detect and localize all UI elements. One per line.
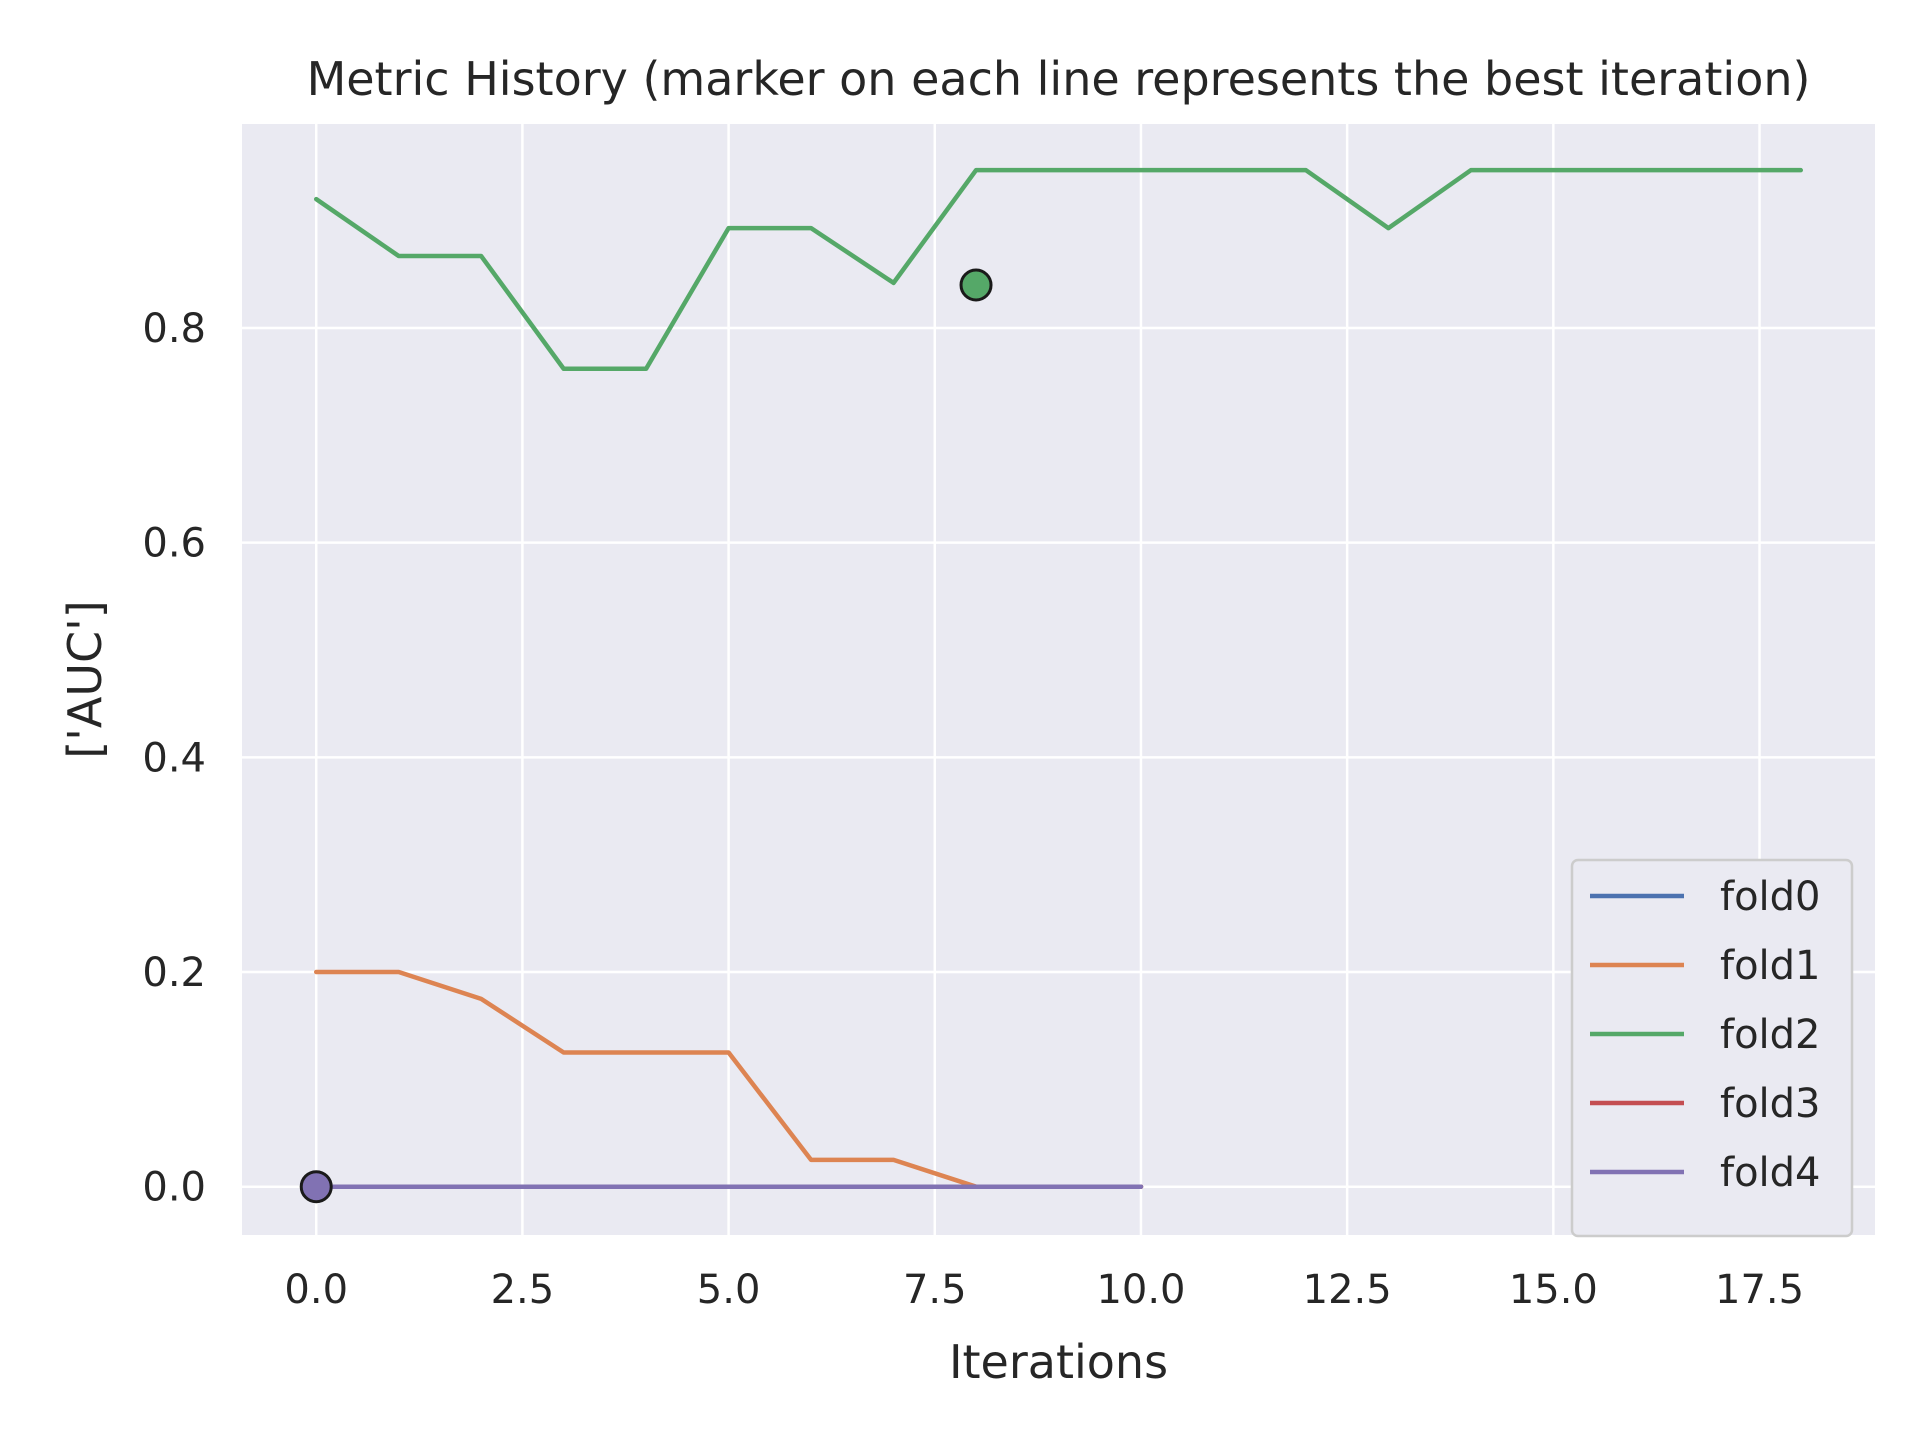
chart-title: Metric History (marker on each line repr…: [307, 52, 1811, 106]
y-tick-label: 0.0: [142, 1165, 206, 1211]
x-tick-label: 5.0: [697, 1267, 761, 1313]
legend-label-fold3: fold3: [1720, 1081, 1821, 1127]
x-tick-label: 7.5: [903, 1267, 967, 1313]
legend-label-fold0: fold0: [1720, 874, 1821, 920]
x-tick-label: 2.5: [491, 1267, 555, 1313]
legend: fold0 fold1 fold2 fold3 fold4: [1570, 858, 1854, 1238]
best-marker-fold4: [299, 1170, 333, 1204]
x-tick-label: 17.5: [1715, 1267, 1804, 1313]
legend-label-fold4: fold4: [1720, 1150, 1821, 1196]
series-lines: [313, 167, 1804, 1189]
legend-label-fold2: fold2: [1720, 1012, 1821, 1058]
x-tick-label: 10.0: [1096, 1267, 1185, 1313]
y-tick-label: 0.2: [142, 950, 206, 996]
x-axis-ticks: 0.0 2.5 5.0 7.5 10.0 12.5 15.0 17.5: [284, 1267, 1804, 1313]
series-line-fold2: [313, 167, 1804, 371]
y-tick-label: 0.4: [142, 735, 206, 781]
best-iteration-markers: [299, 268, 993, 1204]
y-axis-ticks: 0.0 0.2 0.4 0.6 0.8: [142, 306, 206, 1211]
x-tick-label: 15.0: [1509, 1267, 1598, 1313]
x-tick-label: 12.5: [1303, 1267, 1392, 1313]
y-axis-label: ['AUC']: [58, 600, 112, 758]
x-axis-label: Iterations: [949, 1335, 1168, 1389]
y-tick-label: 0.6: [142, 521, 206, 567]
best-marker-fold2: [959, 268, 993, 302]
y-tick-label: 0.8: [142, 306, 206, 352]
legend-label-fold1: fold1: [1720, 943, 1821, 989]
x-tick-label: 0.0: [284, 1267, 348, 1313]
legend-box: [1570, 858, 1854, 1238]
